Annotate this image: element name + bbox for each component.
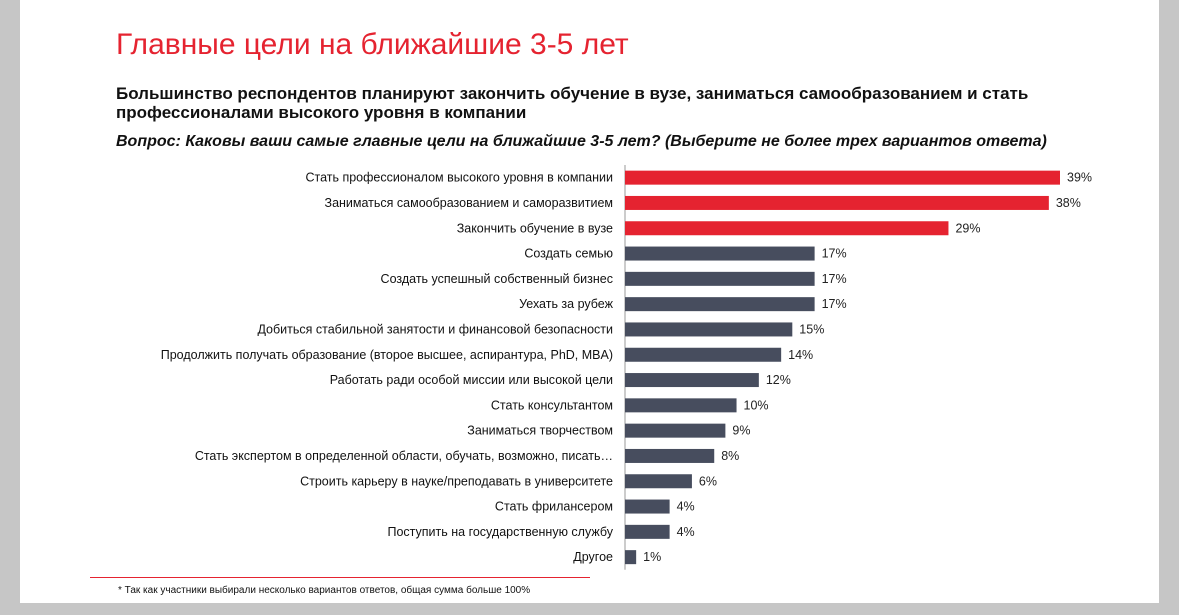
- page-title: Главные цели на ближайшие 3-5 лет: [116, 28, 629, 61]
- bar: [625, 246, 815, 261]
- slide: Главные цели на ближайшие 3-5 лет Больши…: [20, 0, 1159, 603]
- footnote: * Так как участники выбирали несколько в…: [118, 585, 531, 596]
- category-label: Уехать за рубеж: [519, 297, 613, 311]
- bar: [625, 474, 692, 489]
- value-label: 38%: [1056, 196, 1081, 210]
- bar: [625, 550, 637, 565]
- category-label: Поступить на государственную службу: [387, 525, 613, 539]
- category-label: Строить карьеру в науке/преподавать в ун…: [300, 474, 613, 488]
- footnote-divider: [90, 577, 590, 578]
- category-label: Стать фрилансером: [495, 500, 613, 514]
- bar: [625, 524, 670, 539]
- category-label: Заниматься творчеством: [467, 424, 613, 438]
- bar: [625, 297, 815, 312]
- value-label: 17%: [822, 247, 847, 261]
- value-label: 9%: [732, 424, 750, 438]
- value-label: 6%: [699, 474, 717, 488]
- bar: [625, 347, 782, 362]
- value-label: 12%: [766, 373, 791, 387]
- category-label: Создать успешный собственный бизнес: [381, 272, 613, 286]
- value-label: 1%: [643, 550, 661, 564]
- value-label: 8%: [721, 449, 739, 463]
- value-label: 39%: [1067, 171, 1092, 185]
- category-label: Стать экспертом в определенной области, …: [195, 449, 613, 463]
- value-label: 14%: [788, 348, 813, 362]
- category-label: Закончить обучение в вузе: [457, 221, 613, 235]
- bar: [625, 423, 726, 438]
- bar: [625, 221, 949, 236]
- bar-chart: Стать профессионалом высокого уровня в к…: [161, 165, 1092, 570]
- bar: [625, 499, 670, 514]
- category-label: Создать семью: [524, 247, 613, 261]
- category-label: Работать ради особой миссии или высокой …: [330, 373, 613, 387]
- bar: [625, 271, 815, 286]
- value-label: 17%: [822, 297, 847, 311]
- value-label: 4%: [677, 500, 695, 514]
- survey-question: Вопрос: Каковы ваши самые главные цели н…: [116, 133, 1047, 150]
- bar: [625, 373, 759, 388]
- bar: [625, 322, 793, 337]
- value-label: 17%: [822, 272, 847, 286]
- category-label: Стать профессионалом высокого уровня в к…: [305, 171, 613, 185]
- category-label: Стать консультантом: [491, 398, 613, 412]
- category-label: Другое: [573, 550, 613, 564]
- category-label: Заниматься самообразованием и саморазвит…: [325, 196, 613, 210]
- bar: [625, 448, 715, 463]
- value-label: 10%: [744, 398, 769, 412]
- value-label: 15%: [799, 322, 824, 336]
- category-label: Добиться стабильной занятости и финансов…: [257, 322, 613, 336]
- category-label: Продолжить получать образование (второе …: [161, 348, 613, 362]
- bar: [625, 170, 1060, 185]
- bar: [625, 195, 1049, 210]
- bar: [625, 398, 737, 413]
- value-label: 29%: [955, 221, 980, 235]
- page-subtitle: Большинство респондентов планируют закон…: [116, 84, 1029, 122]
- value-label: 4%: [677, 525, 695, 539]
